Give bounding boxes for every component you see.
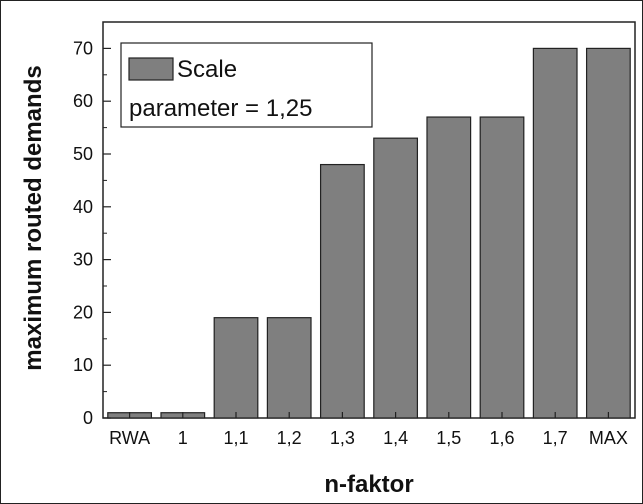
x-tick-label: 1,5: [436, 428, 461, 448]
x-tick-label: 1,2: [277, 428, 302, 448]
bar-5: [319, 163, 365, 419]
plot-border: [102, 21, 636, 419]
y-axis-title: maximum routed demands: [20, 65, 47, 370]
y-tick-label: 30: [73, 250, 93, 270]
bars: [107, 47, 631, 419]
bar-4: [266, 317, 312, 419]
x-tick-label: 1: [178, 428, 188, 448]
y-axis: 0 10 20 30 40 50 60 70: [73, 21, 111, 428]
x-tick-label: MAX: [589, 428, 628, 448]
y-tick-label: 0: [83, 408, 93, 428]
bar-8: [479, 116, 525, 419]
x-tick-label: RWA: [109, 428, 150, 448]
y-tick-label: 50: [73, 144, 93, 164]
bar-3: [213, 317, 259, 419]
legend-note: parameter = 1,25: [129, 95, 312, 122]
y-tick-label: 10: [73, 355, 93, 375]
legend: Scale parameter = 1,25: [120, 42, 373, 128]
x-tick-label: 1,7: [543, 428, 568, 448]
y-tick-label: 60: [73, 91, 93, 111]
x-tick-label: 1,6: [489, 428, 514, 448]
bar-9: [532, 47, 578, 419]
x-tick-label: 1,3: [330, 428, 355, 448]
x-tick-label: 1,4: [383, 428, 408, 448]
legend-box: [120, 42, 373, 128]
bar-6: [373, 137, 419, 419]
legend-series-label: Scale: [177, 56, 237, 83]
y-tick-label: 70: [73, 38, 93, 58]
bar-10: [585, 47, 631, 419]
plot-area: 0 10 20 30 40 50 60 70 RWA 1 1,1 1,2 1,3 1,4 1,5 1,6 1,…: [73, 21, 636, 448]
x-axis: RWA 1 1,1 1,2 1,3 1,4 1,5 1,6 1,7 MAX: [109, 412, 628, 448]
legend-swatch: [128, 57, 174, 81]
y-tick-label: 20: [73, 302, 93, 322]
y-tick-label: 40: [73, 197, 93, 217]
x-tick-label: 1,1: [223, 428, 248, 448]
x-axis-title: n-faktor: [324, 471, 413, 498]
bar-7: [426, 116, 472, 419]
